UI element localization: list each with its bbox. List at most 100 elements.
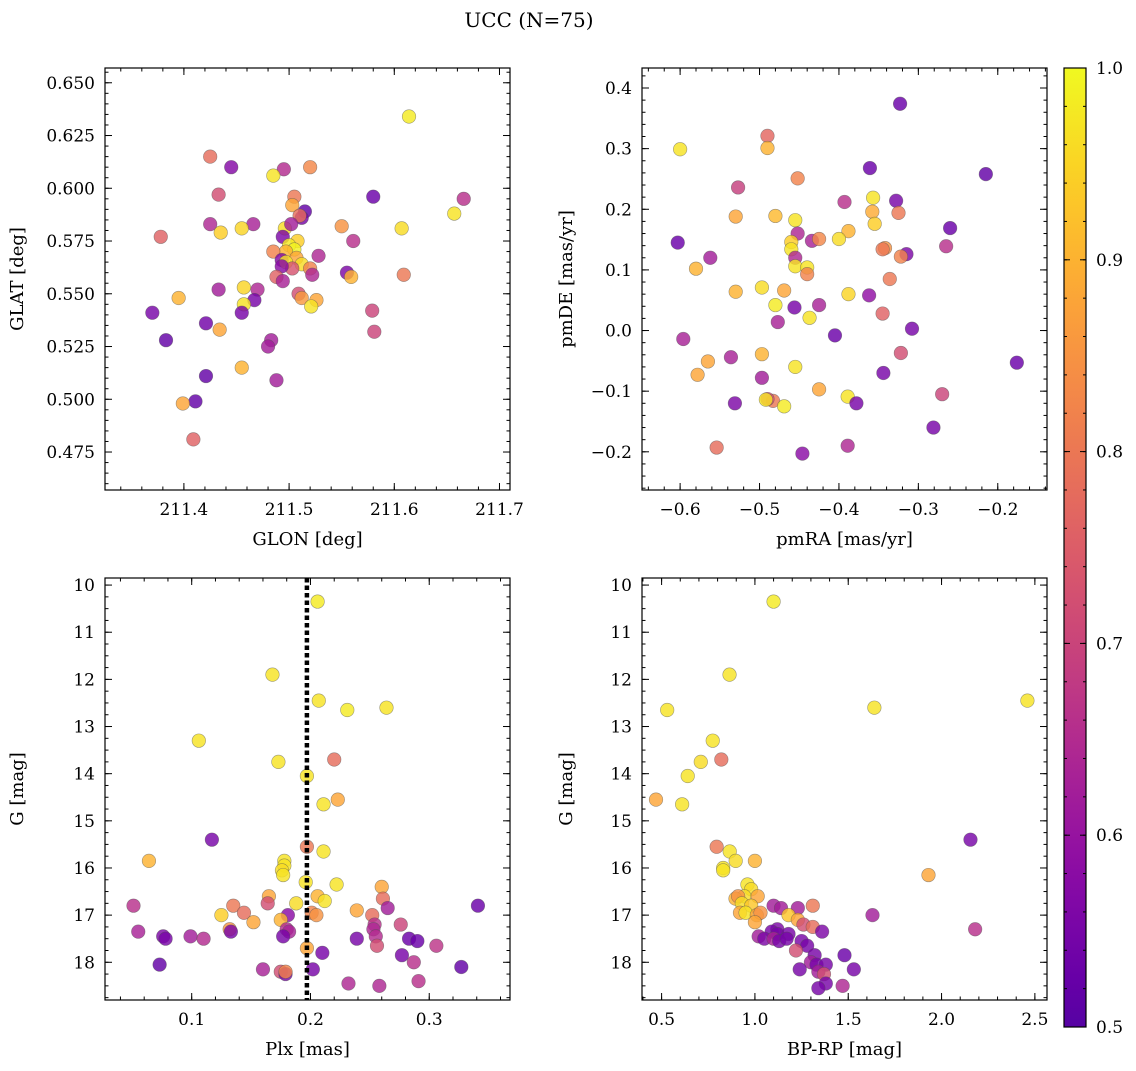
x-tick-label: −0.4	[818, 500, 859, 520]
scatter-point	[285, 198, 300, 213]
scatter-point	[865, 908, 880, 923]
scatter-point	[266, 244, 281, 259]
scatter-point	[310, 594, 325, 609]
scatter-point	[875, 306, 890, 321]
scatter-panel-4: 0.5 1.0 1.5 2.0 2.5 10 11 12 13 14 15 16 17 18 BP-RP […	[556, 576, 1048, 1060]
colorbar-tick-label: 0.7	[1096, 634, 1123, 654]
y-tick-label: 16	[610, 859, 632, 879]
x-axis-label: BP-RP [mag]	[787, 1039, 902, 1060]
scatter-point	[191, 733, 206, 748]
scatter-point	[158, 931, 173, 946]
scatter-point	[406, 955, 421, 970]
scatter-points	[648, 594, 1035, 996]
y-tick-label: 0.1	[605, 261, 632, 281]
y-tick-label: 15	[73, 812, 95, 832]
y-axis-label: pmDE [mas/yr]	[556, 210, 577, 348]
scatter-point	[292, 208, 307, 223]
scatter-point	[790, 171, 805, 186]
scatter-point	[722, 667, 737, 682]
x-tick-label: 0.3	[416, 1010, 443, 1030]
scatter-point	[893, 249, 908, 264]
scatter-point	[867, 216, 882, 231]
scatter-point	[330, 792, 345, 807]
scatter-point	[978, 167, 993, 182]
scatter-point	[153, 229, 168, 244]
scatter-point	[145, 305, 160, 320]
scatter-point	[315, 945, 330, 960]
y-tick-label: 0.525	[46, 338, 95, 358]
scatter-point	[212, 322, 227, 337]
scatter-point	[349, 903, 364, 918]
scatter-point	[265, 667, 280, 682]
scatter-point	[365, 303, 380, 318]
scatter-point	[410, 933, 425, 949]
y-tick-label: 11	[610, 623, 632, 643]
scatter-point	[892, 96, 908, 111]
scatter-point	[309, 908, 324, 923]
scatter-point	[795, 446, 810, 461]
x-tick-label: −0.2	[977, 500, 1018, 520]
y-tick-label: 16	[73, 859, 95, 879]
scatter-points	[145, 109, 471, 447]
y-tick-label: 0.650	[46, 74, 95, 94]
scatter-point	[792, 962, 807, 977]
y-tick-label: 0.500	[46, 390, 95, 410]
scatter-point	[893, 345, 908, 361]
scatter-point	[183, 929, 198, 944]
scatter-point	[214, 908, 229, 923]
scatter-point	[705, 733, 720, 748]
scatter-panel-2: −0.6 −0.5 −0.4 −0.3 −0.2 −0.2 −0.1 0.0 0.1 0.2 0.3…	[556, 67, 1048, 550]
scatter-panel-3: 0.1 0.2 0.3 10 11 12 13 14 15 16 17 18 Plx [mas] G [m…	[7, 576, 511, 1060]
scatter-point	[811, 297, 827, 313]
y-tick-label: 14	[73, 765, 95, 785]
y-tick-label: 0.475	[46, 443, 95, 463]
scatter-points	[670, 96, 1024, 461]
x-tick-label: 2.5	[1021, 1010, 1048, 1030]
scatter-point	[728, 853, 743, 869]
scatter-point	[276, 929, 291, 944]
scatter-point	[305, 267, 320, 282]
scatter-point	[788, 213, 803, 228]
scatter-point	[688, 261, 704, 276]
scatter-point	[255, 962, 271, 977]
scatter-point	[226, 898, 241, 913]
x-axis-label: Plx [mas]	[265, 1039, 350, 1060]
scatter-point	[346, 233, 361, 249]
scatter-point	[841, 224, 856, 239]
colorbar-tick-label: 0.6	[1096, 826, 1123, 846]
scatter-point	[827, 328, 843, 343]
scatter-point	[236, 280, 251, 295]
colorbar-tick-label: 0.5	[1096, 1018, 1123, 1038]
scatter-point	[849, 396, 864, 411]
scatter-point	[835, 978, 850, 993]
scatter-point	[676, 331, 691, 347]
scatter-point	[768, 208, 783, 224]
scatter-point	[394, 221, 409, 236]
scatter-point	[316, 797, 331, 812]
scatter-point	[730, 180, 746, 195]
scatter-point	[939, 239, 954, 254]
axes-frame	[641, 67, 1048, 491]
scatter-point	[709, 440, 724, 455]
y-tick-label: 0.3	[605, 140, 632, 160]
scatter-points	[126, 594, 486, 993]
scatter-point	[758, 392, 773, 407]
scatter-point	[777, 399, 792, 414]
scatter-point	[788, 359, 803, 375]
y-tick-label: 0.2	[605, 200, 632, 220]
y-tick-label: 10	[73, 576, 95, 596]
scatter-point	[341, 976, 356, 991]
scatter-point	[811, 231, 827, 247]
scatter-point	[294, 290, 309, 306]
scatter-point	[837, 194, 852, 210]
scatter-point	[246, 915, 261, 930]
scatter-point	[327, 752, 342, 767]
scatter-point	[311, 693, 326, 708]
scatter-point	[840, 438, 855, 453]
y-tick-label: 12	[73, 670, 95, 690]
x-tick-label: −0.6	[659, 500, 700, 520]
scatter-point	[1020, 693, 1035, 708]
y-tick-label: 12	[610, 670, 632, 690]
scatter-point	[271, 754, 286, 769]
